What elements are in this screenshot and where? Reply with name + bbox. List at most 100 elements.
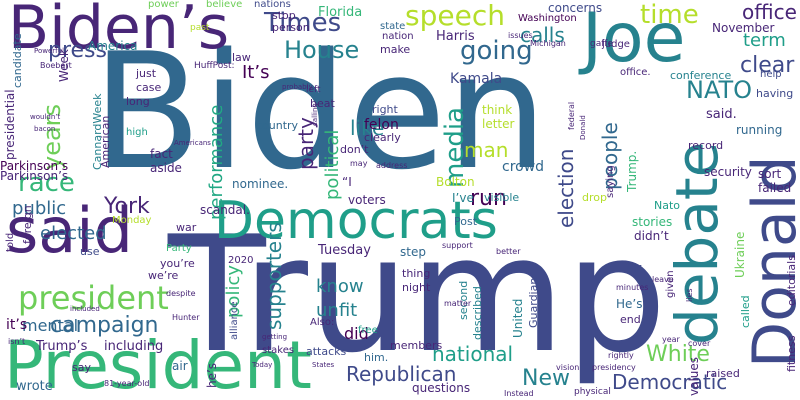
word-help: help bbox=[760, 69, 782, 80]
word-believe: believe bbox=[206, 0, 243, 10]
word-campaign: campaign bbox=[50, 313, 159, 338]
word-make: make bbox=[380, 43, 411, 56]
word-running: running bbox=[736, 123, 783, 137]
word-national: national bbox=[432, 342, 514, 366]
word-didnt: didn’t bbox=[634, 229, 669, 243]
word-having: having bbox=[756, 87, 794, 100]
word-calls: calls bbox=[520, 23, 565, 47]
word-clear: clear bbox=[740, 53, 795, 78]
word-bacon: bacon bbox=[34, 125, 56, 133]
word-trump-dot: Trump. bbox=[625, 150, 639, 192]
word-president: president bbox=[18, 279, 169, 317]
word-ukraine: Ukraine bbox=[733, 231, 747, 278]
word-america: America bbox=[88, 39, 138, 53]
word-powerful: Powerful bbox=[34, 47, 65, 55]
word-power: power bbox=[148, 0, 179, 10]
word-record: record bbox=[688, 139, 724, 152]
word-person: person bbox=[272, 21, 310, 34]
word-wouldnt: wouldn’t bbox=[30, 113, 61, 121]
word-time: time bbox=[640, 0, 699, 30]
word-democratic: Democratic bbox=[612, 370, 728, 394]
word-beat: beat bbox=[310, 97, 335, 110]
word-high: high bbox=[126, 127, 148, 138]
word-nato-title: Nato bbox=[654, 199, 681, 212]
word-told: told bbox=[5, 232, 16, 252]
word-hunter: Hunter bbox=[172, 313, 200, 322]
word-lies: lies bbox=[685, 288, 694, 302]
word-york: York bbox=[104, 194, 150, 219]
word-mr: Mr. bbox=[626, 261, 644, 275]
word-age: 81-year-old bbox=[104, 379, 150, 388]
word-guardian: Guardian: bbox=[527, 273, 540, 328]
word-parkinsons-2: Parkinson’s bbox=[0, 169, 69, 183]
word-calling: calling bbox=[311, 103, 319, 126]
word-americans: Americans bbox=[174, 139, 211, 147]
word-harris: Harris bbox=[436, 29, 475, 44]
word-said-dot: said. bbox=[706, 107, 737, 122]
word-editorials: editorials bbox=[785, 255, 798, 306]
word-man: man bbox=[464, 138, 509, 162]
word-post: Post bbox=[454, 215, 478, 228]
word-states: States bbox=[312, 361, 335, 369]
word-case: case bbox=[136, 81, 162, 94]
word-alliance: alliance bbox=[229, 301, 240, 340]
word-going: going bbox=[460, 36, 533, 66]
word-november: November bbox=[712, 21, 775, 35]
word-felon: felon bbox=[364, 117, 399, 133]
word-stop: stop bbox=[272, 9, 296, 22]
word-think: think bbox=[482, 103, 513, 117]
word-nato: NATO bbox=[686, 76, 753, 104]
word-tuesday: Tuesday bbox=[318, 243, 371, 258]
word-fitness: fitness bbox=[785, 335, 798, 372]
word-him: him. bbox=[364, 351, 389, 364]
word-air: air bbox=[172, 359, 188, 373]
word-long: long bbox=[126, 95, 150, 108]
word-vision: vision bbox=[556, 363, 580, 372]
word-may: may bbox=[350, 159, 368, 168]
word-political: political bbox=[322, 129, 343, 200]
word-joe: Joe bbox=[582, 0, 686, 78]
word-gaffe: gaffe bbox=[590, 39, 613, 49]
word-know: know bbox=[316, 276, 364, 297]
word-unfit: unfit bbox=[316, 300, 358, 321]
word-end: end bbox=[620, 313, 641, 326]
word-mental: mental bbox=[22, 316, 79, 335]
word-biden: Biden bbox=[92, 18, 548, 205]
word-described: described bbox=[471, 286, 484, 340]
word-monday: Monday bbox=[112, 215, 152, 226]
word-donald-small: Donald bbox=[579, 115, 587, 140]
word-cover: cover bbox=[688, 339, 711, 348]
word-candidate: candidate bbox=[11, 33, 24, 88]
word-right: right bbox=[372, 103, 398, 116]
word-kamala: Kamala bbox=[450, 71, 503, 87]
word-2020: 2020 bbox=[228, 255, 254, 266]
word-party-cap: Party bbox=[166, 243, 192, 254]
word-past: past bbox=[190, 23, 210, 33]
word-war: war bbox=[176, 221, 197, 234]
word-press: press bbox=[48, 38, 107, 63]
word-bolton: Bolton bbox=[436, 175, 475, 189]
word-including: including bbox=[104, 339, 164, 354]
word-left: left bbox=[306, 85, 321, 95]
word-law: law bbox=[232, 51, 251, 64]
word-concerns: concerns bbox=[548, 1, 603, 15]
word-trump: Trump bbox=[168, 201, 667, 388]
word-stakes: stakes bbox=[262, 345, 295, 356]
word-saying: saying bbox=[605, 165, 616, 198]
word-federal: federal bbox=[567, 101, 576, 130]
word-american: American bbox=[99, 115, 112, 168]
word-i-quote: “I bbox=[342, 175, 352, 189]
word-just: just bbox=[136, 67, 157, 80]
word-voters: voters bbox=[348, 193, 386, 207]
word-parkinsons: Parkinson’s bbox=[0, 159, 69, 173]
word-clearly: clearly bbox=[364, 131, 401, 144]
word-its: It’s bbox=[242, 62, 270, 83]
word-called: called bbox=[739, 295, 752, 328]
word-conference: conference bbox=[670, 69, 732, 82]
word-getting: getting bbox=[262, 333, 288, 341]
word-leave: leave bbox=[652, 275, 674, 284]
word-united: United bbox=[511, 298, 525, 338]
word-new: New bbox=[522, 366, 570, 391]
word-foreign: foreign bbox=[21, 205, 34, 244]
